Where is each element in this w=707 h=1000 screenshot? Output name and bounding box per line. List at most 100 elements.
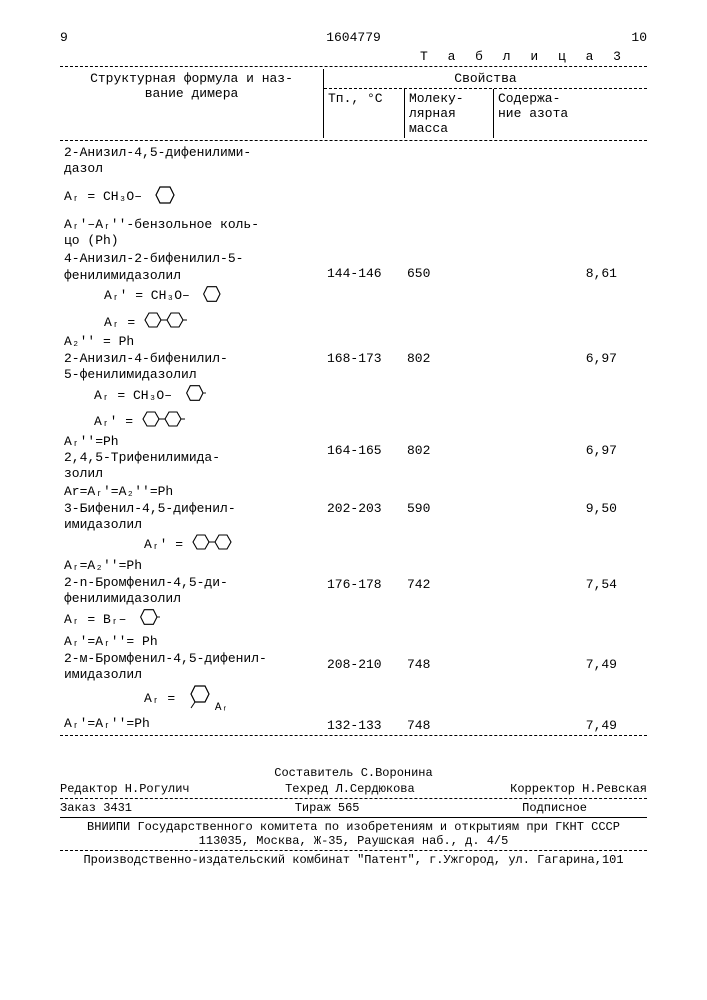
biphenyl-icon (141, 410, 185, 433)
col-header-properties: Свойства Тп., °С Молеку- лярная масса Со… (323, 69, 647, 138)
subhead-molmass: Молеку- лярная масса (404, 89, 493, 138)
benzene-ring-icon (180, 383, 206, 408)
table-row: Aᵣ'=Aᵣ''=Ph 132-133 748 7,49 (60, 716, 647, 732)
table-row: Aᵣ = A₂'' = Ph 2-Анизил-4-бифенилил- 5-ф… (60, 311, 647, 408)
cell-molmass: 590 (403, 501, 491, 516)
rule-body-bottom (60, 735, 647, 736)
cell-nitrogen: 9,50 (491, 501, 647, 516)
cell-molmass: 742 (403, 577, 491, 592)
benzene-ring-icon (198, 284, 222, 309)
page-footer: Составитель С.Воронина Редактор Н.Рогули… (60, 766, 647, 867)
col-header-structure: Структурная формула и наз- вание димера (60, 69, 323, 138)
footer-rule-3 (60, 850, 647, 851)
footer-order-row: Заказ 3431 Тираж 565 Подписное (60, 801, 647, 815)
cell-temp: 208-210 (323, 657, 403, 672)
footer-editor: Редактор Н.Рогулич (60, 782, 190, 796)
cell-structure: 2-Анизил-4,5-дифенилими- дазол Aᵣ = CH₃O… (60, 145, 323, 249)
page-num-right: 10 (607, 30, 647, 45)
header-row: 9 1604779 10 (60, 30, 647, 45)
cell-nitrogen: 6,97 (491, 351, 647, 366)
table-row: Ar=Aᵣ'=A₂''=Ph 3-Бифенил-4,5-дифенил- им… (60, 484, 647, 556)
footer-podpis: Подписное (522, 801, 647, 815)
footer-rule-1 (60, 798, 647, 799)
subhead-temp: Тп., °С (324, 89, 404, 138)
table-row: Aᵣ' = Aᵣ''=Ph 2,4,5-Трифенилимида- золил… (60, 410, 647, 482)
sub-header-row: Тп., °С Молеку- лярная масса Содержа- ни… (324, 89, 647, 138)
footer-tech: Техред Л.Сердюкова (285, 782, 415, 796)
formula-text: Aᵣ = (104, 315, 135, 331)
formula-text: Aᵣ = Bᵣ– (64, 612, 126, 628)
cell-nitrogen: 7,49 (491, 657, 647, 672)
compound-name: 2-Анизил-4-бифенилил- 5-фенилимидазолил (64, 351, 319, 384)
cell-structure: Aᵣ = A₂'' = Ph 2-Анизил-4-бифенилил- 5-ф… (60, 311, 323, 408)
compound-name: 2-n-Бромфенил-4,5-ди- фенилимидазолил (64, 575, 319, 608)
sub-label: Aᵣ (215, 702, 228, 714)
footer-corrector: Корректор Н.Ревская (510, 782, 647, 796)
table-header: Структурная формула и наз- вание димера … (60, 69, 647, 138)
cell-temp: 168-173 (323, 351, 403, 366)
biphenyl-icon (143, 311, 187, 334)
footer-compiler: Составитель С.Воронина (60, 766, 647, 780)
formula-text: Aᵣ' = CH₃O– (104, 288, 190, 304)
cell-nitrogen: 7,54 (491, 577, 647, 592)
rule-head-bottom (60, 140, 647, 141)
formula-text: Aᵣ' = (144, 537, 183, 553)
formula-text: Aᵣ = CH₃O– (64, 189, 142, 205)
page-num-left: 9 (60, 30, 100, 45)
formula-text: Aᵣ = CH₃O– (94, 388, 172, 404)
benzene-ring-icon (150, 184, 176, 211)
compound-continuation: Aᵣ=A₂''=Ph (64, 558, 319, 574)
footer-rule-2 (60, 817, 647, 818)
table-label: Т а б л и ц а 3 (60, 49, 627, 64)
footer-tirazh: Тираж 565 (295, 801, 360, 815)
table-row: Aᵣ=A₂''=Ph 2-n-Бромфенил-4,5-ди- фенилим… (60, 558, 647, 632)
compound-continuation: Aᵣ'=Aᵣ''=Ph (64, 716, 319, 732)
footer-credits-row: Редактор Н.Рогулич Техред Л.Сердюкова Ко… (60, 782, 647, 796)
footer-printer: Производственно-издательский комбинат "П… (60, 853, 647, 867)
cell-structure: Aᵣ'=Aᵣ''= Ph 2-м-Бромфенил-4,5-дифенил- … (60, 634, 323, 714)
cell-temp: 202-203 (323, 501, 403, 516)
cell-structure: Aᵣ=A₂''=Ph 2-n-Бромфенил-4,5-ди- фенилим… (60, 558, 323, 632)
compound-continuation: Aᵣ''=Ph (64, 434, 319, 450)
compound-name: 2-м-Бромфенил-4,5-дифенил- имидазолил (64, 651, 319, 684)
table-body: 2-Анизил-4,5-дифенилими- дазол Aᵣ = CH₃O… (60, 145, 647, 733)
cell-structure: 4-Анизил-2-бифенилил-5- фенилимидазолил … (60, 251, 323, 309)
cell-temp: 176-178 (323, 577, 403, 592)
patent-number: 1604779 (100, 30, 607, 45)
cell-molmass: 802 (403, 443, 491, 458)
header-properties-text: Свойства (324, 69, 647, 89)
cell-temp: 144-146 (323, 266, 403, 281)
footer-order: Заказ 3431 (60, 801, 132, 815)
subhead-nitrogen: Содержа- ние азота (493, 89, 647, 138)
cell-nitrogen: 8,61 (491, 266, 647, 281)
biphenyl-icon (191, 533, 235, 556)
compound-name: 4-Анизил-2-бифенилил-5- фенилимидазолил (64, 251, 319, 284)
table-row: 2-Анизил-4,5-дифенилими- дазол Aᵣ = CH₃O… (60, 145, 647, 249)
table-row: Aᵣ'=Aᵣ''= Ph 2-м-Бромфенил-4,5-дифенил- … (60, 634, 647, 714)
patent-page: 9 1604779 10 Т а б л и ц а 3 Структурная… (0, 0, 707, 887)
rule-top (60, 66, 647, 67)
header-structure-text: Структурная формула и наз- вание димера (90, 71, 293, 101)
compound-continuation: Aᵣ'=Aᵣ''= Ph (64, 634, 319, 650)
cell-molmass: 748 (403, 657, 491, 672)
table-row: 4-Анизил-2-бифенилил-5- фенилимидазолил … (60, 251, 647, 309)
cell-structure: Aᵣ' = Aᵣ''=Ph 2,4,5-Трифенилимида- золил (60, 410, 323, 482)
cell-temp: 164-165 (323, 443, 403, 458)
data-table: Структурная формула и наз- вание димера … (60, 69, 647, 736)
footer-org: ВНИИПИ Государственного комитета по изоб… (60, 820, 647, 834)
footer-addr: 113035, Москва, Ж-35, Раушская наб., д. … (60, 834, 647, 848)
cell-structure: Aᵣ'=Aᵣ''=Ph (60, 716, 323, 732)
benzene-ring-sub-icon (183, 683, 213, 714)
cell-molmass: 650 (403, 266, 491, 281)
formula-text: Aᵣ' = (94, 414, 133, 430)
compound-name: 2-Анизил-4,5-дифенилими- дазол (64, 145, 319, 178)
compound-name: 3-Бифенил-4,5-дифенил- имидазолил (64, 501, 319, 534)
cell-nitrogen: 6,97 (491, 443, 647, 458)
compound-name: 2,4,5-Трифенилимида- золил (64, 450, 319, 483)
compound-continuation: Aᵣ'–Aᵣ''-бензольное коль- цо (Ph) (64, 217, 319, 250)
cell-molmass: 748 (403, 718, 491, 733)
cell-temp: 132-133 (323, 718, 403, 733)
cell-nitrogen: 7,49 (491, 718, 647, 733)
benzene-ring-icon (134, 607, 160, 632)
cell-structure: Ar=Aᵣ'=A₂''=Ph 3-Бифенил-4,5-дифенил- им… (60, 484, 323, 556)
